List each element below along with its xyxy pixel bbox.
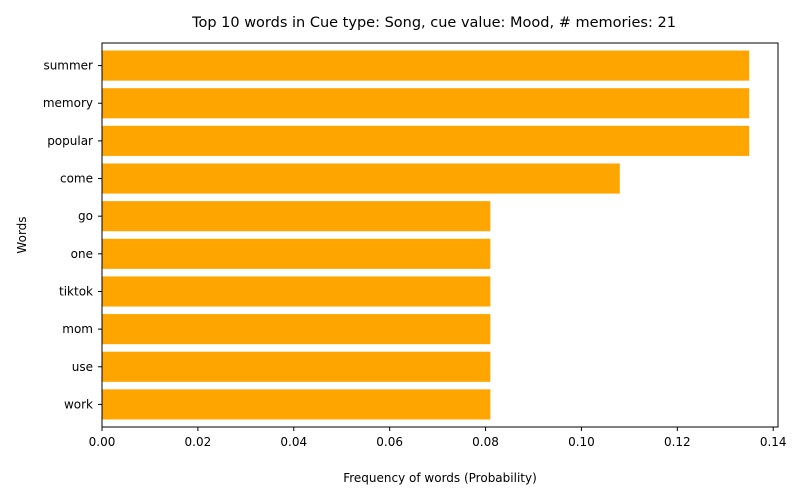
x-tick-label: 0.02	[185, 435, 212, 449]
y-tick-label: work	[64, 397, 93, 411]
bar-one	[102, 238, 491, 269]
bar-use	[102, 351, 491, 382]
x-tick-label: 0.04	[280, 435, 307, 449]
bar-go	[102, 201, 491, 232]
bar-come	[102, 163, 620, 194]
x-tick-label: 0.10	[568, 435, 595, 449]
x-axis-ticks: 0.00 0.02 0.04 0.06 0.08 0.10 0.12 0.14	[89, 427, 787, 449]
y-tick-label: memory	[43, 96, 93, 110]
x-tick-label: 0.00	[89, 435, 116, 449]
chart-title: Top 10 words in Cue type: Song, cue valu…	[191, 15, 676, 31]
y-tick-label: go	[78, 209, 93, 223]
bar-summer	[102, 50, 750, 81]
x-tick-label: 0.06	[376, 435, 403, 449]
bar-work	[102, 389, 491, 420]
y-tick-label: use	[72, 360, 93, 374]
bar-tiktok	[102, 276, 491, 307]
bar-mom	[102, 314, 491, 345]
plot-frame	[101, 42, 779, 428]
y-axis-title: Words	[15, 216, 29, 253]
y-axis-ticks: summer memory popular come go one tiktok mom use…	[43, 59, 102, 411]
x-axis-title: Frequency of words (Probability)	[343, 471, 537, 485]
y-tick-label: one	[71, 247, 93, 261]
x-tick-label: 0.08	[472, 435, 499, 449]
x-tick-label: 0.14	[760, 435, 787, 449]
x-tick-label: 0.12	[664, 435, 691, 449]
bar-popular	[102, 125, 750, 156]
y-tick-label: mom	[62, 322, 93, 336]
bars-group	[102, 50, 750, 420]
y-tick-label: summer	[43, 59, 93, 73]
bar-memory	[102, 88, 750, 119]
y-tick-label: come	[60, 172, 93, 186]
y-tick-label: tiktok	[59, 284, 93, 298]
y-tick-label: popular	[47, 134, 93, 148]
